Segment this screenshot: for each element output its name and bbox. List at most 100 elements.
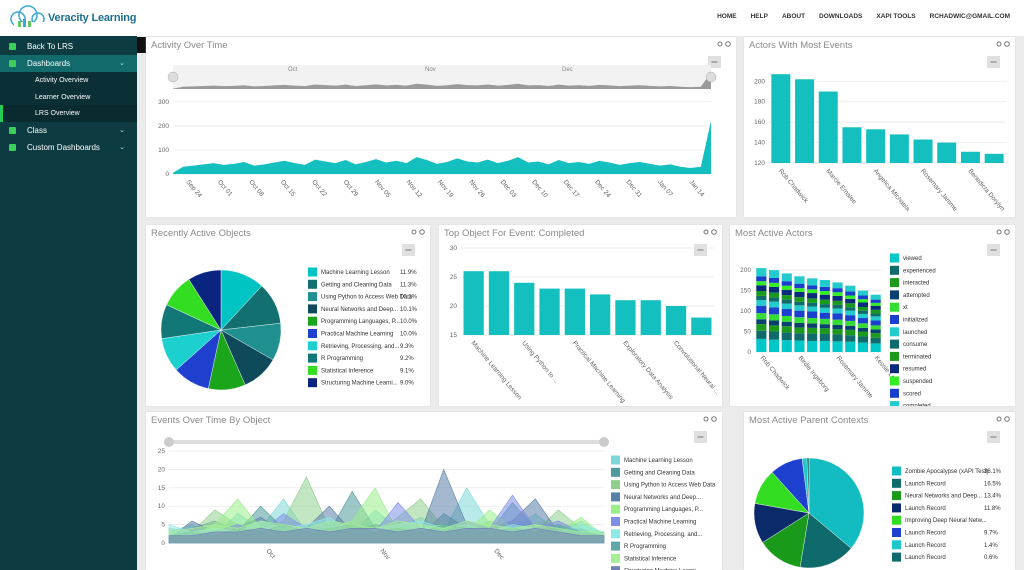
y-tick-label: 15 (450, 332, 458, 339)
legend-value: 10.1% (400, 295, 418, 301)
slider-handle (164, 437, 174, 447)
x-tick-label: Dec 10 (530, 179, 549, 200)
bar-segment (870, 337, 881, 344)
menu-item[interactable]: Back To LRS (0, 38, 137, 55)
legend-value: 10.0% (400, 332, 418, 338)
nav-link[interactable]: HOME (717, 13, 737, 20)
legend-swatch (890, 401, 899, 406)
bar-segment (832, 288, 843, 293)
refresh-icon[interactable] (1004, 416, 1010, 422)
link-icon[interactable] (703, 229, 709, 235)
bar-segment (819, 291, 830, 295)
x-tick-label: Nov 12 (405, 179, 424, 200)
legend-label: Launch Record (905, 481, 946, 487)
y-tick-label: 100 (740, 308, 751, 315)
refresh-icon[interactable] (711, 229, 717, 235)
legend-swatch (308, 316, 317, 326)
legend-swatch (890, 388, 899, 398)
bar-segment (845, 303, 856, 308)
link-icon[interactable] (996, 416, 1002, 422)
bar-segment (870, 302, 881, 306)
legend-label: Launch Record (905, 543, 946, 549)
bar-segment (832, 341, 843, 352)
bar-segment (857, 290, 869, 296)
bar-segment (870, 299, 881, 303)
x-tick-label: Rob Chadwick (777, 168, 810, 205)
bar-segment (845, 298, 856, 304)
pie-slice (799, 512, 852, 569)
chart: Most Active Actors 0 50 100 150 200 Rob Chadwi… (735, 228, 1010, 406)
link-icon[interactable] (703, 416, 709, 422)
refresh-icon[interactable] (419, 229, 425, 235)
bar-segment (845, 325, 856, 330)
pie-slice (188, 269, 222, 331)
bar-segment (756, 338, 767, 352)
bar (842, 127, 862, 163)
menu-item[interactable]: Class ⌄ (0, 122, 137, 139)
menu-item[interactable]: Custom Dashboards ⌄ (0, 139, 137, 156)
y-tick-label: 0 (165, 171, 169, 178)
link-icon[interactable] (717, 41, 723, 47)
legend-label: suspended (903, 379, 932, 385)
legend-label: attempted (903, 293, 930, 299)
legend-swatch (892, 478, 901, 488)
legend-value: 36.1% (984, 469, 1002, 475)
nav-link[interactable]: HELP (750, 13, 768, 20)
chart: Events Over Time By Object 0 5 10 15 20 25 Oct N… (151, 415, 717, 570)
legend-swatch (611, 541, 620, 551)
dashboard-panel: Recently Active Objects Machine Learning … (146, 225, 430, 406)
submenu-item[interactable]: LRS Overview (0, 105, 137, 122)
panel-title: Events Over Time By Object (151, 415, 271, 426)
refresh-icon[interactable] (725, 41, 731, 47)
legend-label: Neural Networks and Deep... (321, 307, 398, 313)
logo-text[interactable]: Veracity Learning (48, 12, 137, 24)
bar-segment (857, 318, 869, 324)
bar (615, 300, 636, 335)
sidebar: Back To LRS Dashboards ⌄ Activity Overvie… (0, 36, 137, 570)
legend-swatch (892, 528, 901, 537)
legend-label: consume (903, 342, 928, 348)
nav-link[interactable]: DOWNLOADS (819, 13, 863, 20)
legend-value: 1.4% (984, 543, 998, 549)
x-tick-label: Sep 24 (184, 179, 203, 200)
bar-segment (768, 325, 780, 332)
legend-swatch (611, 467, 620, 477)
legend-swatch (611, 553, 620, 563)
legend-value: 13.4% (984, 494, 1002, 500)
refresh-icon[interactable] (711, 416, 717, 422)
chart: Recently Active Objects Machine Learning … (151, 228, 425, 391)
submenu-item[interactable]: Learner Overview (0, 89, 137, 106)
refresh-icon[interactable] (1004, 41, 1010, 47)
bar-segment (794, 333, 805, 341)
bar-segment (756, 268, 767, 277)
legend-label: Programming Languages, P... (624, 507, 703, 513)
legend-label: scored (903, 391, 921, 397)
bar-segment (807, 306, 818, 312)
bar-segment (756, 285, 767, 292)
link-icon[interactable] (996, 229, 1002, 235)
refresh-icon[interactable] (1004, 229, 1010, 235)
pie-slice (806, 457, 810, 514)
bar (913, 139, 933, 163)
x-tick-label: Rosemary Jamme (835, 355, 875, 400)
legend-swatch (890, 327, 899, 337)
nav-link[interactable]: XAPI TOOLS (876, 13, 916, 20)
navigator-handle (167, 71, 179, 83)
nav-link[interactable]: ABOUT (781, 13, 806, 20)
bar-segment (756, 276, 767, 282)
nav-link[interactable]: RCHADWIC@GMAIL.COM (929, 13, 1010, 20)
bar-segment (781, 332, 792, 341)
legend-label: Machine Learning Lesson (321, 270, 390, 276)
submenu-item[interactable]: Activity Overview (0, 72, 137, 89)
bar-segment (756, 313, 767, 320)
legend-label: completed (903, 404, 931, 406)
y-tick-label: 50 (744, 329, 752, 336)
link-icon[interactable] (411, 229, 417, 235)
navigator-label: Oct (288, 67, 298, 73)
menu-item[interactable]: Dashboards ⌄ (0, 55, 137, 72)
legend-label: Practical Machine Learning (321, 332, 393, 338)
sidebar-toggle[interactable] (137, 37, 148, 53)
link-icon[interactable] (996, 41, 1002, 47)
bar-segment (870, 320, 881, 326)
